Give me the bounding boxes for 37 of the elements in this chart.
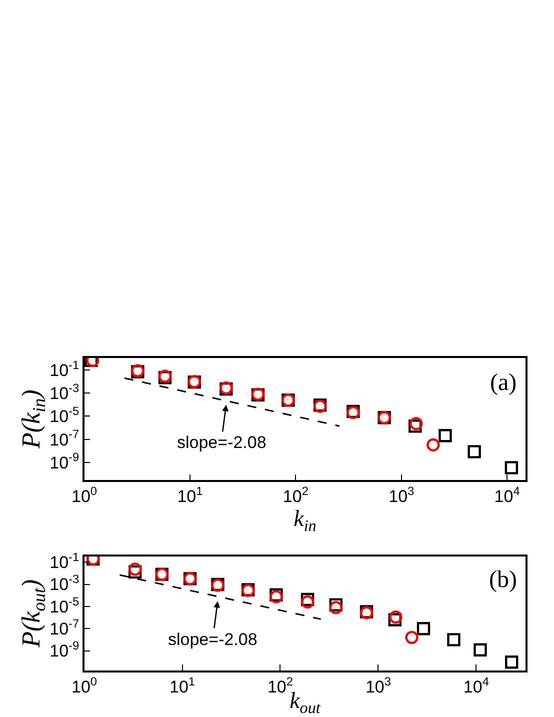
y-tick-label: 10$^{-1}$ (50, 358, 80, 380)
x-tick-label: 10$^{3}$ (388, 484, 415, 506)
point (447, 633, 460, 646)
y-tick-label: 10$^{-9}$ (50, 638, 80, 661)
y-tick-label: 10$^{-3}$ (50, 572, 80, 594)
x-axis-title: k$_{out}$ (290, 688, 321, 717)
x-tick-label: 10$^{1}$ (169, 674, 196, 697)
x-tick-label: 10$^{0}$ (72, 484, 98, 506)
y-tick-label: 10$^{-9}$ (50, 450, 80, 472)
point (410, 417, 423, 430)
x-tick-label: 10$^{4}$ (463, 674, 490, 697)
y-tick-label: 10$^{-3}$ (50, 380, 80, 404)
x-tick-label: 10$^{0}$ (72, 674, 98, 697)
point (300, 592, 314, 606)
annotation: slope=-2.08 (168, 630, 258, 649)
point (389, 610, 402, 624)
point (388, 613, 402, 626)
point (329, 600, 343, 614)
x-tick-label: 10$^{3}$ (365, 674, 392, 697)
x-tick-label: 10$^{1}$ (177, 484, 204, 506)
point (300, 595, 314, 608)
annotation: slope=-2.08 (177, 433, 266, 452)
x-tick-label: 10$^{4}$ (494, 484, 520, 506)
point (329, 598, 343, 612)
point (408, 419, 422, 433)
annotation: (a) (490, 370, 517, 396)
y-tick-label: 10$^{-7}$ (50, 616, 80, 639)
x-tick-label: 10$^{2}$ (282, 484, 309, 506)
point (438, 429, 452, 442)
point (505, 656, 518, 669)
x-axis-title: k$_{in}$ (294, 506, 316, 535)
point (416, 622, 430, 636)
y-tick-label: 10$^{-5}$ (50, 594, 80, 616)
y-tick-label: 10$^{-7}$ (50, 427, 80, 450)
y-tick-label: 10$^{-1}$ (50, 550, 80, 572)
y-tick-label: 10$^{-5}$ (50, 404, 80, 426)
annotation: (b) (489, 567, 517, 593)
